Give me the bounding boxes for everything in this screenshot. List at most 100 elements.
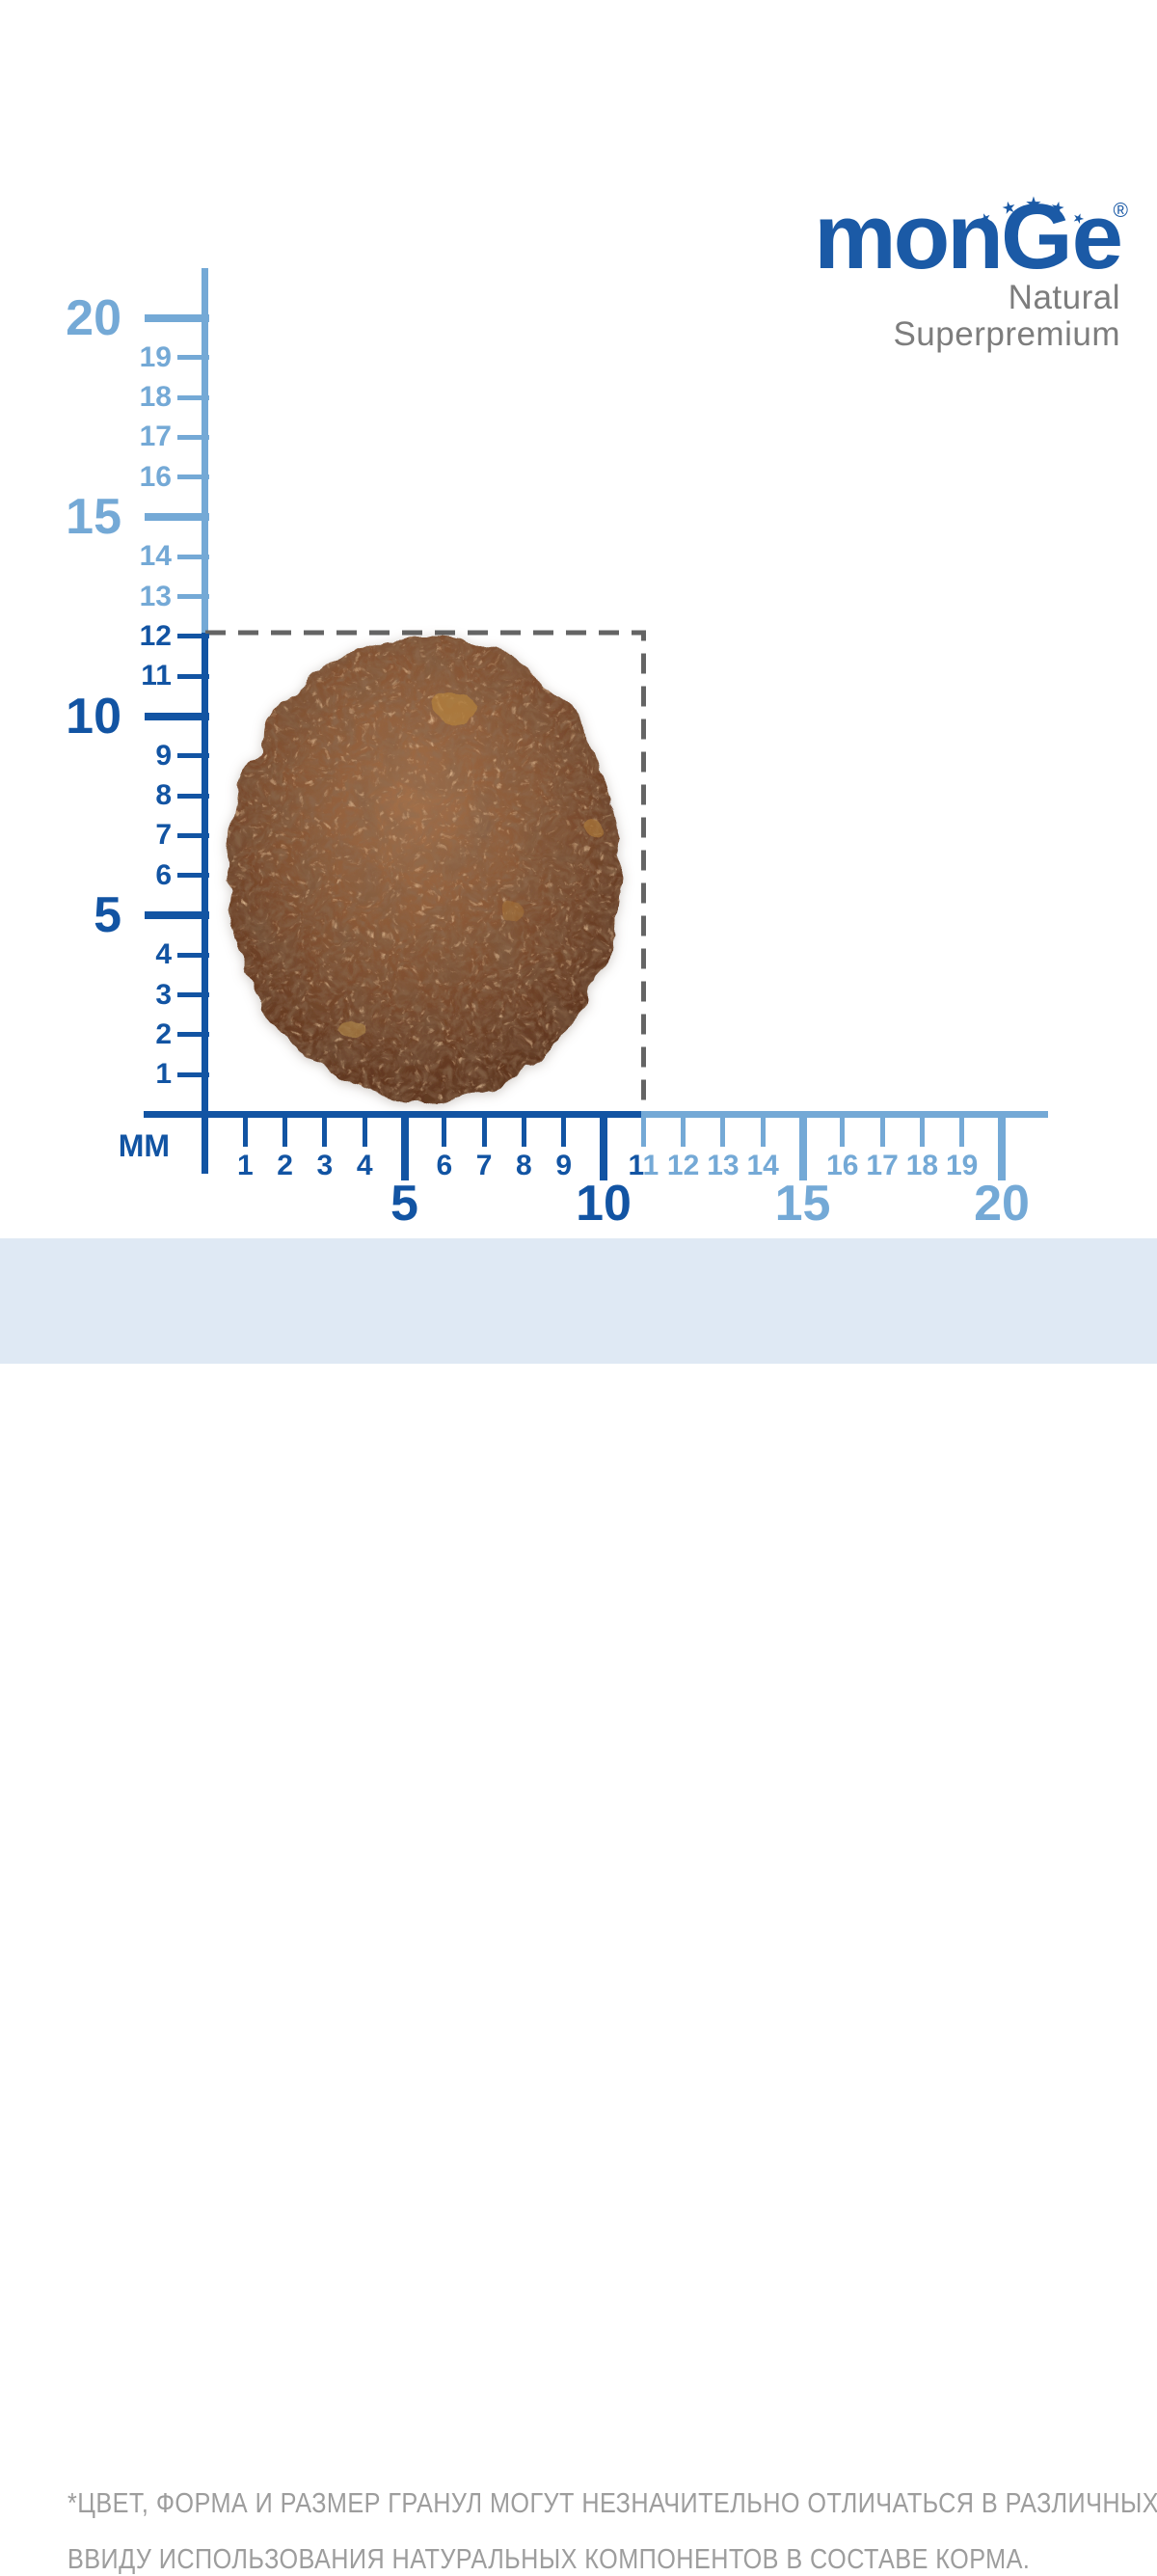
y-label-18: 18	[139, 381, 172, 414]
y-label-8: 8	[155, 779, 172, 812]
brand-text-post: e	[1071, 185, 1123, 288]
y-tick-15	[144, 513, 209, 521]
y-label-20: 20	[66, 289, 121, 346]
y-tick-17	[176, 434, 209, 440]
y-label-12: 12	[139, 619, 172, 652]
registered-trademark-icon: ®	[1113, 200, 1128, 222]
y-label-17: 17	[139, 420, 172, 453]
y-tick-4	[176, 952, 209, 958]
y-label-6: 6	[155, 858, 172, 891]
x-tick-19	[959, 1111, 965, 1147]
x-tick-4	[362, 1111, 367, 1147]
x-tick-3	[322, 1111, 328, 1147]
y-label-11: 11	[141, 660, 172, 692]
x-label-3: 3	[316, 1150, 334, 1181]
x-label-13: 13	[707, 1150, 740, 1181]
y-label-2: 2	[155, 1017, 172, 1050]
x-tick-8	[521, 1111, 526, 1147]
x-tick-13	[720, 1111, 726, 1147]
x-label-17: 17	[866, 1150, 899, 1181]
x-tick-11	[640, 1111, 646, 1147]
y-tick-6	[176, 873, 209, 879]
y-label-9: 9	[155, 739, 172, 772]
y-label-10: 10	[66, 688, 121, 745]
y-tick-9	[176, 753, 209, 759]
y-tick-10	[144, 712, 209, 720]
corn-fleck	[434, 694, 476, 725]
y-tick-20	[144, 313, 209, 322]
x-label-7: 7	[475, 1150, 493, 1181]
y-tick-8	[176, 793, 209, 799]
y-tick-18	[176, 394, 209, 400]
kibble-size-dashed-outline	[205, 630, 646, 1114]
brand-text-g: G	[1000, 185, 1073, 288]
x-label-16: 16	[826, 1150, 859, 1181]
x-label-15: 15	[774, 1176, 831, 1232]
brand-text-pre: mon	[814, 185, 1004, 288]
y-tick-5	[144, 911, 209, 919]
x-tick-14	[760, 1111, 766, 1147]
footnote-line-1: *ЦВЕТ, ФОРМА И РАЗМЕР ГРАНУЛ МОГУТ НЕЗНА…	[67, 2488, 1157, 2519]
y-tick-2	[176, 1032, 209, 1038]
y-tick-14	[176, 554, 209, 559]
x-tick-18	[919, 1111, 925, 1147]
x-tick-20	[998, 1111, 1006, 1180]
corn-fleck	[501, 905, 528, 924]
x-tick-5	[400, 1111, 409, 1180]
y-label-19: 19	[139, 340, 172, 373]
x-tick-12	[681, 1111, 686, 1147]
x-label-9: 9	[555, 1150, 573, 1181]
x-tick-10	[600, 1111, 607, 1180]
y-tick-1	[176, 1071, 209, 1077]
x-label-5: 5	[390, 1176, 418, 1232]
x-tick-2	[283, 1111, 288, 1147]
horizontal-ruler-left	[144, 1111, 643, 1118]
size-chart: ММ	[66, 268, 1048, 1232]
y-label-4: 4	[155, 938, 172, 971]
brand-subtitle: Natural Superpremium	[893, 279, 1120, 353]
y-tick-3	[176, 992, 209, 998]
corn-fleck	[582, 821, 605, 838]
x-tick-15	[798, 1111, 807, 1180]
y-tick-12	[176, 634, 209, 639]
vertical-ruler-upper	[202, 268, 208, 633]
x-tick-9	[561, 1111, 567, 1147]
x-tick-6	[442, 1111, 447, 1147]
star-icon: ★	[1025, 192, 1042, 215]
y-label-13: 13	[139, 580, 172, 612]
x-label-14: 14	[746, 1150, 779, 1181]
y-label-15: 15	[66, 489, 121, 545]
x-tick-1	[242, 1111, 248, 1147]
y-label-1: 1	[155, 1058, 172, 1091]
x-label-2: 2	[277, 1150, 293, 1181]
x-label-18: 18	[905, 1150, 939, 1181]
x-label-4: 4	[356, 1150, 373, 1181]
y-tick-11	[176, 673, 209, 679]
y-label-7: 7	[155, 819, 172, 852]
horizontal-ruler-right	[643, 1111, 1048, 1118]
monge-logo: ★ ★ ★ ★ ★ ® monGe Natural Superpremium	[802, 191, 1128, 353]
x-tick-7	[481, 1111, 487, 1147]
y-tick-7	[176, 832, 209, 838]
kibble-photo	[228, 635, 621, 1101]
y-tick-13	[176, 594, 209, 600]
x-label-20: 20	[974, 1176, 1030, 1232]
x-tick-17	[879, 1111, 885, 1147]
y-label-14: 14	[139, 540, 172, 573]
dashed-outline-path	[205, 630, 646, 1114]
x-label-10: 10	[576, 1176, 632, 1232]
footnote-line-2: ВВИДУ ИСПОЛЬЗОВАНИЯ НАТУРАЛЬНЫХ КОМПОНЕН…	[67, 2544, 1031, 2575]
x-tick-16	[840, 1111, 846, 1147]
y-label-3: 3	[155, 978, 172, 1011]
y-tick-19	[176, 355, 209, 361]
x-label-8: 8	[516, 1150, 532, 1181]
x-label-12: 12	[666, 1150, 700, 1181]
vertical-ruler-lower	[202, 633, 208, 1174]
x-label-11: 11	[628, 1150, 659, 1181]
unit-label: ММ	[118, 1128, 170, 1163]
x-label-19: 19	[946, 1150, 979, 1181]
x-label-6: 6	[436, 1150, 453, 1181]
y-label-16: 16	[139, 460, 172, 493]
y-tick-16	[176, 475, 209, 480]
x-label-1: 1	[236, 1150, 254, 1181]
